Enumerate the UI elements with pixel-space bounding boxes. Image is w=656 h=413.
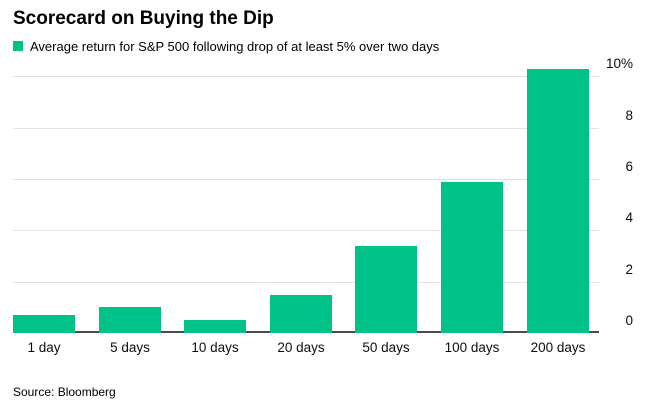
x-axis: 1 day 5 days 10 days 20 days 50 days 100 days…: [13, 339, 599, 356]
y-tick-label: 0: [625, 313, 633, 328]
x-tick-label: 10 days: [191, 340, 239, 355]
x-tick-label: 50 days: [362, 340, 410, 355]
bar-5-days: [99, 307, 161, 333]
y-tick-label: 4: [625, 210, 633, 225]
x-tick-label: 5 days: [110, 340, 150, 355]
legend-swatch-icon: [13, 41, 23, 51]
y-tick-label: 2: [625, 262, 633, 277]
x-tick-label: 200 days: [530, 340, 586, 355]
y-tick-label: 10%: [605, 56, 633, 71]
legend-label: Average return for S&P 500 following dro…: [30, 38, 440, 54]
y-tick-label: 8: [625, 108, 633, 123]
legend: Average return for S&P 500 following dro…: [13, 38, 440, 54]
bar-1-day: [13, 315, 75, 333]
x-tick-label: 20 days: [277, 340, 325, 355]
y-tick-label: 6: [625, 159, 633, 174]
gridline: [13, 179, 599, 180]
y-axis: 0 2 4 6 8 10%: [599, 56, 635, 333]
bar-200-days: [527, 69, 589, 333]
bar-10-days: [184, 320, 246, 333]
plot-area: [13, 63, 599, 333]
gridline: [13, 230, 599, 231]
gridline: [13, 76, 599, 77]
x-tick-label: 1 day: [27, 340, 61, 355]
bar-20-days: [270, 295, 332, 333]
chart-title: Scorecard on Buying the Dip: [13, 8, 274, 29]
x-tick-label: 100 days: [444, 340, 500, 355]
gridline: [13, 128, 599, 129]
source-attribution: Source: Bloomberg: [13, 385, 116, 399]
gridline: [13, 282, 599, 283]
bar-100-days: [441, 182, 503, 333]
bar-50-days: [355, 246, 417, 333]
